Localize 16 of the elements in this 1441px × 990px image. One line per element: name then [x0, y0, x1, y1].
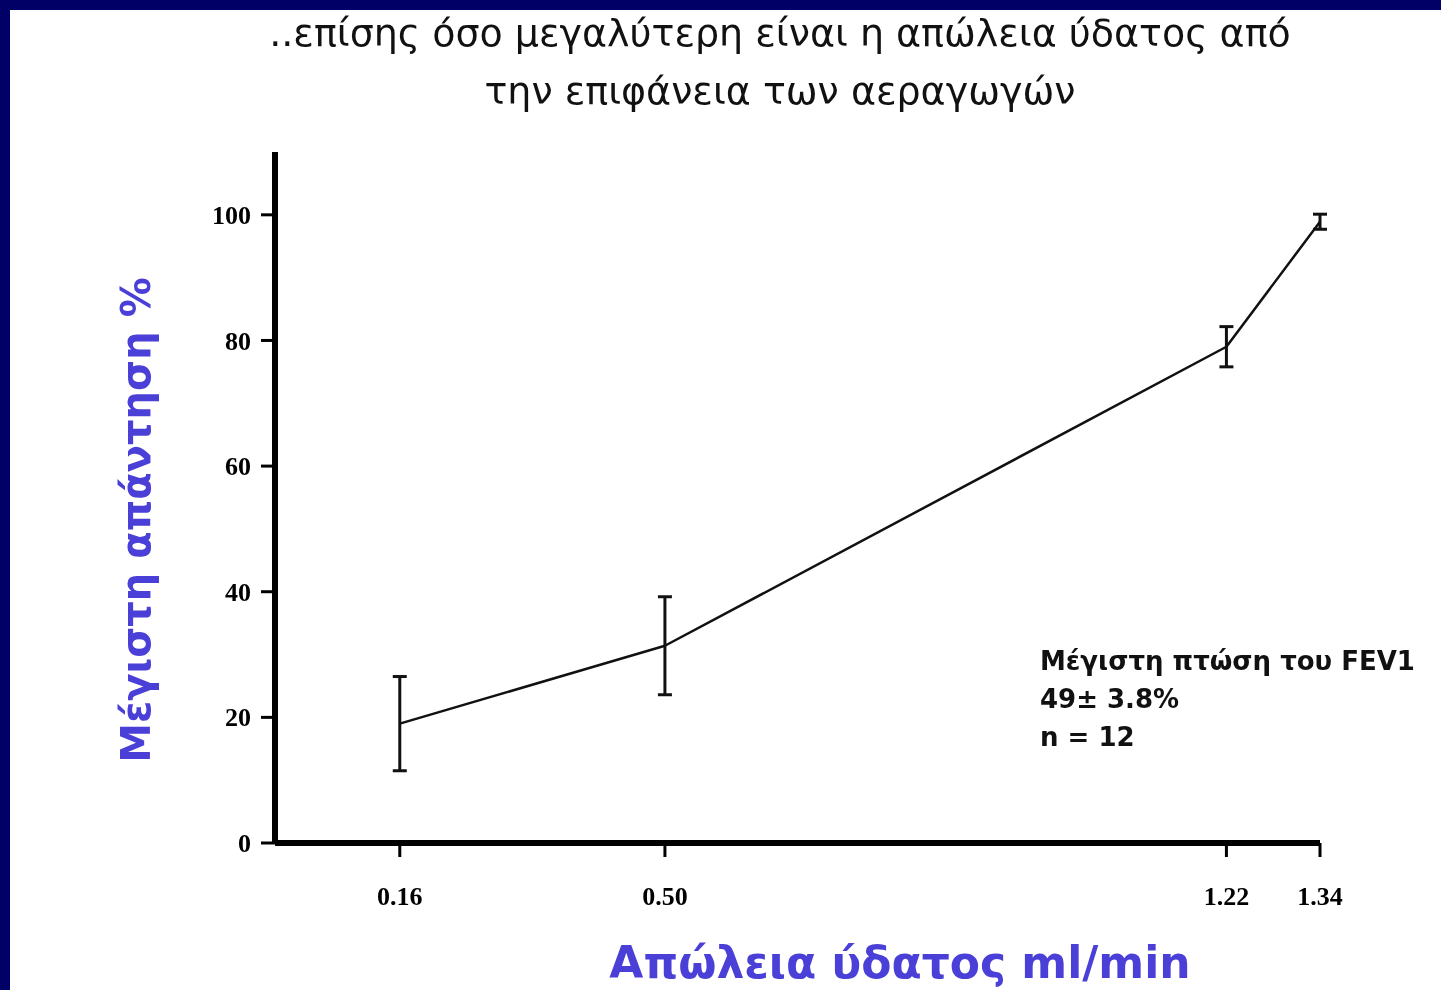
y-tick-label: 80: [225, 326, 251, 356]
y-tick-label: 100: [212, 200, 251, 230]
y-tick-label: 60: [225, 452, 251, 482]
y-tick-label: 20: [225, 703, 251, 733]
chart-title: ..επίσης όσο μεγαλύτερη είναι η απώλεια ύδατος από την επιφάνεια των αεραγωγών: [269, 11, 1291, 113]
x-axis-title: Απώλεια ύδατος ml/min: [609, 937, 1191, 988]
x-tick-label: 1.34: [1297, 882, 1343, 911]
annotation: 49± 3.8%: [1040, 684, 1180, 714]
y-axis-title: Μέγιστη απάντηση %: [113, 277, 159, 763]
x-tick-label: 1.22: [1203, 882, 1250, 911]
x-tick-label: 0.50: [642, 882, 688, 911]
y-tick-label: 0: [238, 829, 251, 859]
annotation: n = 12: [1040, 722, 1135, 752]
x-tick-label: 0.16: [377, 882, 423, 911]
y-tick-label: 40: [225, 577, 251, 607]
annotation: Μέγιστη πτώση του FEV1: [1040, 646, 1415, 676]
